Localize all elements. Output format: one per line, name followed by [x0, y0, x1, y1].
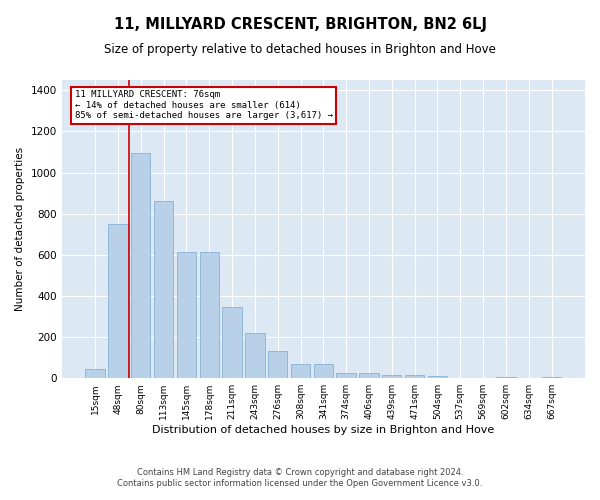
Bar [382, 374, 401, 378]
Bar [337, 372, 356, 378]
Bar [542, 377, 561, 378]
Bar [359, 372, 379, 378]
Text: Contains HM Land Registry data © Crown copyright and database right 2024.
Contai: Contains HM Land Registry data © Crown c… [118, 468, 482, 487]
Text: 11, MILLYARD CRESCENT, BRIGHTON, BN2 6LJ: 11, MILLYARD CRESCENT, BRIGHTON, BN2 6LJ [113, 18, 487, 32]
Bar [85, 368, 105, 378]
Y-axis label: Number of detached properties: Number of detached properties [15, 147, 25, 311]
Bar [314, 364, 333, 378]
Bar [108, 224, 128, 378]
Bar [291, 364, 310, 378]
Text: Size of property relative to detached houses in Brighton and Hove: Size of property relative to detached ho… [104, 42, 496, 56]
Bar [428, 376, 447, 378]
Bar [177, 252, 196, 378]
Bar [496, 377, 515, 378]
Bar [268, 352, 287, 378]
X-axis label: Distribution of detached houses by size in Brighton and Hove: Distribution of detached houses by size … [152, 425, 494, 435]
Bar [200, 252, 219, 378]
Bar [245, 334, 265, 378]
Text: 11 MILLYARD CRESCENT: 76sqm
← 14% of detached houses are smaller (614)
85% of se: 11 MILLYARD CRESCENT: 76sqm ← 14% of det… [75, 90, 333, 120]
Bar [223, 308, 242, 378]
Bar [131, 152, 151, 378]
Bar [405, 374, 424, 378]
Bar [154, 201, 173, 378]
